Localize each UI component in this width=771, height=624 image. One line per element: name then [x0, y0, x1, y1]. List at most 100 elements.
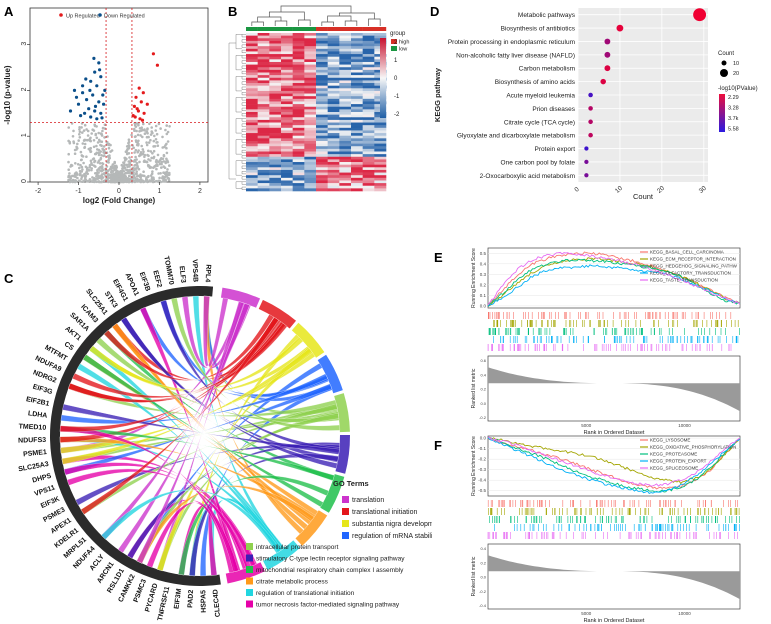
heatmap-cell [304, 33, 317, 36]
heatmap-cell [304, 96, 317, 100]
heatmap-cell [257, 43, 270, 47]
ns-point [67, 168, 70, 171]
ns-point [134, 155, 137, 159]
group-bar-cell [292, 27, 305, 31]
heatmap-cell [339, 143, 352, 147]
y-tick-label: -0.3 [478, 467, 486, 472]
heatmap-cell [351, 69, 363, 73]
y-tick-label: 0.3 [480, 272, 487, 277]
heatmap-cell [269, 172, 282, 176]
heatmap-cell [246, 80, 258, 84]
heatmap-cell [362, 143, 375, 147]
ns-point [167, 179, 171, 182]
heatmap-cell [362, 183, 375, 187]
y-tick-label: -0.4 [478, 478, 486, 483]
ns-point [128, 174, 131, 178]
heatmap-cell [351, 48, 363, 52]
legend-label-low: low [399, 47, 407, 53]
ns-point [76, 147, 79, 150]
heatmap-cell [292, 175, 305, 179]
heatmap-cell [292, 83, 305, 86]
ns-point [96, 171, 99, 174]
heatmap-cell [292, 133, 305, 136]
up-point [139, 100, 143, 104]
ns-point [143, 132, 147, 135]
heatmap-cell [246, 138, 258, 142]
heatmap-cell [339, 188, 352, 192]
heatmap-cell [374, 156, 387, 160]
heatmap-cell [292, 143, 305, 147]
heatmap-cell [327, 167, 340, 171]
down-point [93, 109, 97, 113]
ns-point [151, 180, 155, 183]
heatmap-cell [374, 33, 387, 36]
up-point [155, 63, 159, 67]
heatmap-cell [257, 90, 270, 94]
up-point [151, 52, 155, 56]
heatmap-cell [292, 51, 305, 55]
y2-tick-label: 0.4 [480, 546, 486, 551]
heatmap-cell [327, 119, 340, 123]
ns-point [160, 166, 163, 169]
heatmap-cell [281, 51, 293, 55]
heatmap-cell [362, 51, 375, 55]
heatmap-cell [374, 140, 387, 144]
chord-ribbon [111, 323, 313, 525]
heatmap-cell [351, 164, 363, 168]
ns-point [91, 163, 94, 167]
down-point [81, 91, 85, 95]
dendrogram-branch [241, 155, 246, 159]
category-label: One carbon pool by folate [501, 159, 576, 166]
ns-point [145, 143, 149, 147]
heatmap-cell [292, 64, 305, 68]
heatmap-cell [362, 90, 375, 94]
gene-label: ELF3 [178, 266, 187, 284]
color-scale-label: 1 [394, 58, 398, 64]
ns-point [93, 164, 96, 168]
heatmap-cell [362, 83, 375, 86]
heatmap-cell [339, 125, 352, 129]
ns-point [162, 178, 165, 182]
heatmap-cell [362, 117, 375, 121]
heatmap-cell [269, 98, 282, 102]
heatmap-cell [327, 75, 340, 79]
heatmap-cell [327, 183, 340, 187]
heatmap-cell [304, 80, 317, 84]
heatmap-cell [257, 109, 270, 113]
heatmap-cell [327, 69, 340, 73]
heatmap-cell [246, 40, 258, 44]
ns-point [147, 135, 150, 139]
heatmap-cell [374, 172, 387, 176]
ns-point [129, 168, 132, 172]
chord-ribbon [136, 485, 315, 564]
heatmap-cell [339, 56, 352, 60]
ns-point [72, 179, 76, 183]
heatmap-cell [246, 143, 258, 147]
heatmap-cell [327, 101, 340, 105]
volcano-plot: -2 -1 0 1 2 0 1 2 3 log2 (Fold Change) -log10 (p-v… [3, 7, 209, 205]
ns-point [98, 140, 102, 143]
heatmap-cell [292, 59, 305, 63]
ns-point [150, 172, 154, 175]
heatmap-cell [304, 154, 317, 158]
ns-point [106, 180, 110, 184]
heatmap-cell [316, 172, 328, 176]
heatmap-cell [269, 67, 282, 71]
heatmap-cell [269, 59, 282, 63]
heatmap-cell [304, 38, 317, 42]
ns-point [133, 124, 137, 127]
heatmap-cell [327, 122, 340, 126]
heatmap-cell [351, 140, 363, 144]
chord-ribbon [80, 317, 279, 515]
heatmap-cell [339, 67, 352, 71]
dendrogram-branch [241, 139, 246, 143]
heatmap-cell [327, 80, 340, 84]
legend-swatch-high [391, 39, 397, 44]
ns-point [153, 164, 157, 168]
chord-ribbon [103, 314, 275, 381]
ns-point [79, 163, 82, 167]
heatmap-cell [246, 75, 258, 79]
heatmap-cell [246, 96, 258, 100]
chord-ribbon [136, 362, 323, 564]
heatmap-cell [281, 112, 293, 115]
